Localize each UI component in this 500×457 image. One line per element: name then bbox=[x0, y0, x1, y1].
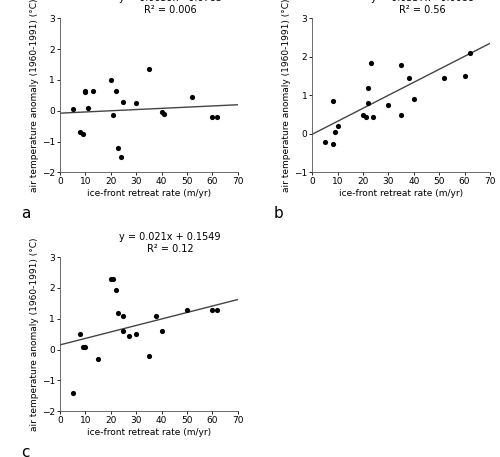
Text: b: b bbox=[273, 206, 283, 221]
Text: a: a bbox=[21, 206, 30, 221]
Point bbox=[120, 98, 128, 105]
Point bbox=[68, 389, 76, 397]
Point bbox=[364, 99, 372, 106]
Point bbox=[112, 87, 120, 95]
Point bbox=[328, 97, 336, 105]
Point bbox=[366, 59, 374, 66]
Point bbox=[188, 93, 196, 101]
Point bbox=[112, 286, 120, 293]
Point bbox=[117, 154, 125, 161]
Point bbox=[160, 110, 168, 117]
Point bbox=[214, 306, 222, 313]
Y-axis label: air temperature anomaly (1960-1991) (°C): air temperature anomaly (1960-1991) (°C) bbox=[282, 0, 292, 192]
Point bbox=[107, 275, 115, 282]
Point bbox=[107, 76, 115, 84]
Point bbox=[359, 111, 367, 118]
Point bbox=[321, 138, 329, 145]
Text: c: c bbox=[21, 445, 29, 457]
Point bbox=[208, 113, 216, 121]
Point bbox=[362, 113, 370, 120]
Point bbox=[76, 129, 84, 136]
Point bbox=[114, 144, 122, 151]
Point bbox=[132, 330, 140, 338]
Point bbox=[410, 96, 418, 103]
Point bbox=[397, 111, 405, 118]
Point bbox=[94, 355, 102, 362]
Point bbox=[328, 140, 336, 147]
Point bbox=[82, 89, 90, 96]
Point bbox=[84, 104, 92, 112]
Point bbox=[369, 113, 377, 120]
Point bbox=[82, 87, 90, 95]
Point bbox=[384, 101, 392, 109]
Point bbox=[110, 112, 118, 119]
Point bbox=[120, 328, 128, 335]
Point bbox=[120, 312, 128, 319]
Point bbox=[183, 306, 191, 313]
Title: y = 0.0039x - 0.0783
R² = 0.006: y = 0.0039x - 0.0783 R² = 0.006 bbox=[118, 0, 222, 15]
X-axis label: ice-front retreat rate (m/yr): ice-front retreat rate (m/yr) bbox=[87, 189, 211, 198]
Y-axis label: air temperature anomaly (1960-1991) (°C): air temperature anomaly (1960-1991) (°C) bbox=[30, 0, 39, 192]
Point bbox=[152, 312, 160, 319]
Point bbox=[466, 49, 473, 57]
Point bbox=[145, 352, 153, 360]
Title: y = 0.0337x - 0.0088
R² = 0.56: y = 0.0337x - 0.0088 R² = 0.56 bbox=[371, 0, 474, 15]
X-axis label: ice-front retreat rate (m/yr): ice-front retreat rate (m/yr) bbox=[339, 189, 463, 198]
Y-axis label: air temperature anomaly (1960-1991) (°C): air temperature anomaly (1960-1991) (°C) bbox=[30, 238, 39, 431]
Point bbox=[124, 332, 132, 340]
Title: y = 0.021x + 0.1549
R² = 0.12: y = 0.021x + 0.1549 R² = 0.12 bbox=[120, 232, 221, 254]
Point bbox=[214, 113, 222, 121]
Point bbox=[79, 130, 87, 138]
Point bbox=[405, 74, 413, 82]
Point bbox=[331, 128, 339, 136]
Point bbox=[89, 87, 97, 95]
Point bbox=[132, 99, 140, 106]
Point bbox=[208, 306, 216, 313]
Point bbox=[460, 72, 468, 80]
X-axis label: ice-front retreat rate (m/yr): ice-front retreat rate (m/yr) bbox=[87, 428, 211, 437]
Point bbox=[68, 106, 76, 113]
Point bbox=[397, 61, 405, 68]
Point bbox=[158, 328, 166, 335]
Point bbox=[110, 275, 118, 282]
Point bbox=[158, 109, 166, 116]
Point bbox=[334, 122, 342, 130]
Point bbox=[364, 84, 372, 91]
Point bbox=[440, 74, 448, 82]
Point bbox=[76, 330, 84, 338]
Point bbox=[145, 65, 153, 73]
Point bbox=[82, 343, 90, 350]
Point bbox=[79, 343, 87, 350]
Point bbox=[114, 309, 122, 316]
